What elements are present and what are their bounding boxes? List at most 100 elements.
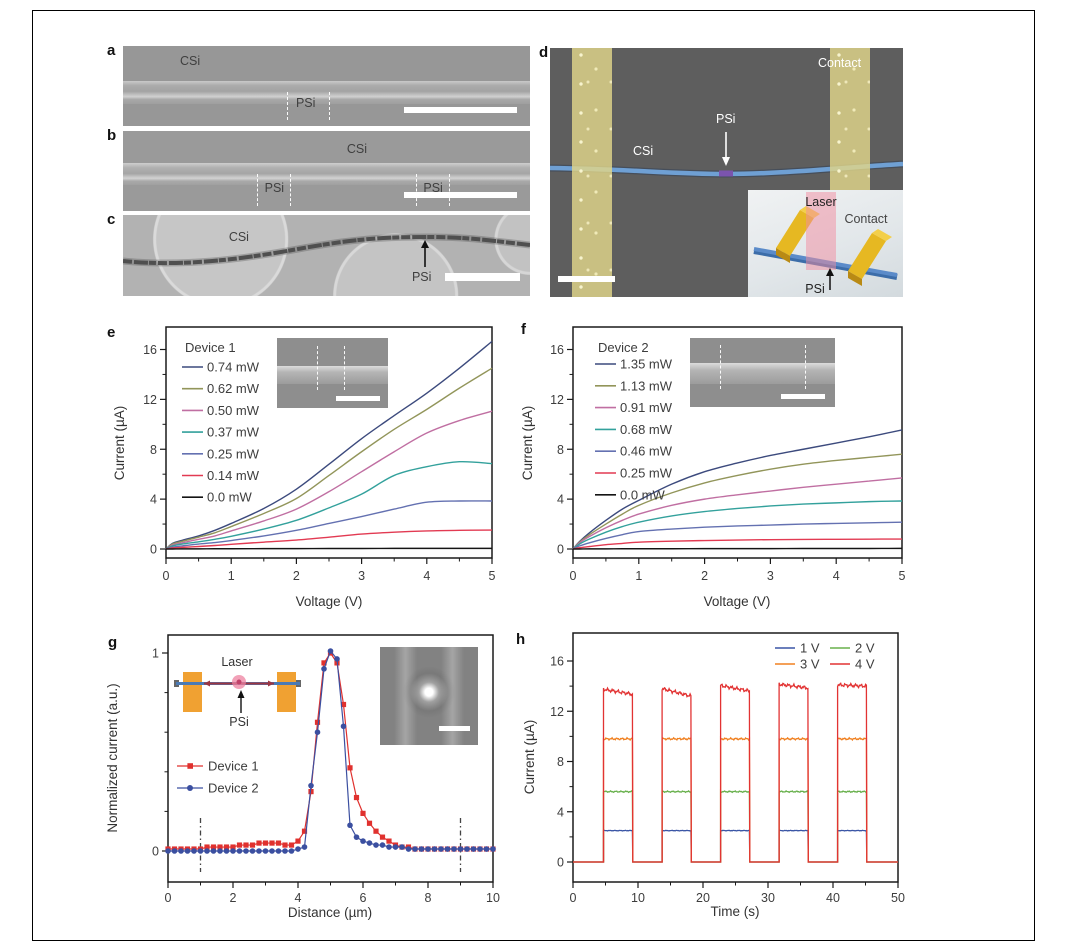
y-axis-label: Normalized current (a.u.) xyxy=(105,683,120,832)
legend-title: Device 1 xyxy=(185,340,236,355)
data-point xyxy=(204,848,210,854)
device2-sem-inset xyxy=(690,338,835,407)
data-point xyxy=(295,846,301,852)
series-line xyxy=(572,538,903,550)
series-line xyxy=(165,340,493,550)
data-point xyxy=(425,846,431,852)
y-tick-label: 4 xyxy=(557,805,564,819)
data-point xyxy=(217,848,223,854)
data-point xyxy=(249,842,256,848)
legend-label: 1.35 mW xyxy=(620,357,673,372)
gold-contact-right-end xyxy=(848,271,862,286)
psi-marker-line xyxy=(343,346,345,390)
series-line xyxy=(165,500,493,550)
data-point xyxy=(295,838,301,844)
data-point xyxy=(223,848,230,854)
legend-label: 0.14 mW xyxy=(207,468,260,483)
series-line xyxy=(165,547,492,550)
sem-image-panel-b: CSi PSi PSi xyxy=(123,131,530,211)
series-line xyxy=(572,500,903,550)
x-axis-label: Voltage (V) xyxy=(296,594,363,609)
plot-box xyxy=(572,632,899,883)
data-point xyxy=(360,838,366,844)
legend-label: 4 V xyxy=(855,657,875,672)
gold-contact-left-end xyxy=(776,248,790,263)
x-tick-label: 1 xyxy=(228,569,235,583)
legend-label: 0.0 mW xyxy=(620,487,666,502)
psi-label: PSi xyxy=(411,270,432,285)
series-line xyxy=(168,649,493,852)
data-point xyxy=(477,846,483,852)
series-line xyxy=(573,736,898,863)
psi-marker-line xyxy=(804,344,806,390)
data-point xyxy=(178,848,184,854)
data-point xyxy=(399,844,405,850)
legend-label: 0.37 mW xyxy=(207,425,260,440)
gold-contact-left xyxy=(776,210,814,256)
data-point xyxy=(301,828,308,834)
data-point xyxy=(353,794,360,801)
x-tick-label: 5 xyxy=(489,569,496,583)
y-tick-label: 12 xyxy=(550,705,564,719)
x-tick-label: 2 xyxy=(293,569,300,583)
data-point xyxy=(340,723,347,730)
data-point xyxy=(353,834,360,840)
legend-label: 0.68 mW xyxy=(620,422,673,437)
data-point xyxy=(308,782,314,789)
scale-bar xyxy=(335,396,381,401)
legend-label: Device 2 xyxy=(208,781,259,796)
psi-arrowhead xyxy=(237,690,245,698)
chart-svg-g: 0 2 4 6 8 10 0 1 Distance (µm) Normalized current… xyxy=(105,634,500,920)
data-point xyxy=(373,828,379,834)
y-tick-label: 0 xyxy=(152,845,159,859)
data-point xyxy=(386,844,392,850)
gold-contact-right xyxy=(848,233,886,279)
panel-letter-g: g xyxy=(108,634,118,651)
data-point xyxy=(431,846,438,852)
legend-label: 1 V xyxy=(800,641,820,656)
x-tick-label: 4 xyxy=(295,891,302,905)
schematic-contact-left xyxy=(183,672,202,712)
series-line xyxy=(573,789,898,863)
series-line xyxy=(165,529,493,550)
scale-bar xyxy=(403,106,517,113)
series-line xyxy=(165,367,493,550)
panel-letter-a: a xyxy=(107,42,116,59)
laser-label: Laser xyxy=(221,655,252,669)
legend-marker xyxy=(187,785,193,791)
data-point xyxy=(392,844,399,850)
series-line xyxy=(165,410,493,550)
data-point xyxy=(386,838,392,844)
x-axis-label: Time (s) xyxy=(711,904,760,919)
figure-border xyxy=(32,10,1035,941)
csi-label: CSi xyxy=(228,229,249,244)
laser-spot-sem-inset xyxy=(380,647,478,745)
psi-label: PSi xyxy=(229,715,248,729)
x-tick-label: 0 xyxy=(570,891,577,905)
data-point xyxy=(282,842,288,848)
y-tick-label: 12 xyxy=(550,393,564,407)
data-point xyxy=(236,848,243,854)
chart-svg-h: 0 10 20 30 40 50 0 4 8 12 16 Time (s) Current (µA) 1 … xyxy=(522,632,905,919)
data-point xyxy=(360,810,366,816)
data-point xyxy=(490,846,496,852)
scale-bar xyxy=(781,393,825,399)
data-point xyxy=(347,822,353,829)
legend-label: 3 V xyxy=(800,657,820,672)
data-point xyxy=(210,848,217,854)
y-tick-label: 8 xyxy=(150,443,157,457)
data-point xyxy=(340,701,347,708)
tem-image-panel-c: CSi PSi xyxy=(123,215,530,296)
series-line xyxy=(572,477,903,550)
series-line xyxy=(572,521,903,550)
psi-marker-line xyxy=(328,92,330,120)
laser-beam xyxy=(806,192,836,270)
scale-bar xyxy=(403,191,517,198)
data-point xyxy=(314,719,321,725)
nanowire-halo xyxy=(123,233,530,267)
data-point xyxy=(269,840,275,846)
device1-sem-inset xyxy=(277,338,388,408)
legend-label: 0.0 mW xyxy=(207,490,253,505)
